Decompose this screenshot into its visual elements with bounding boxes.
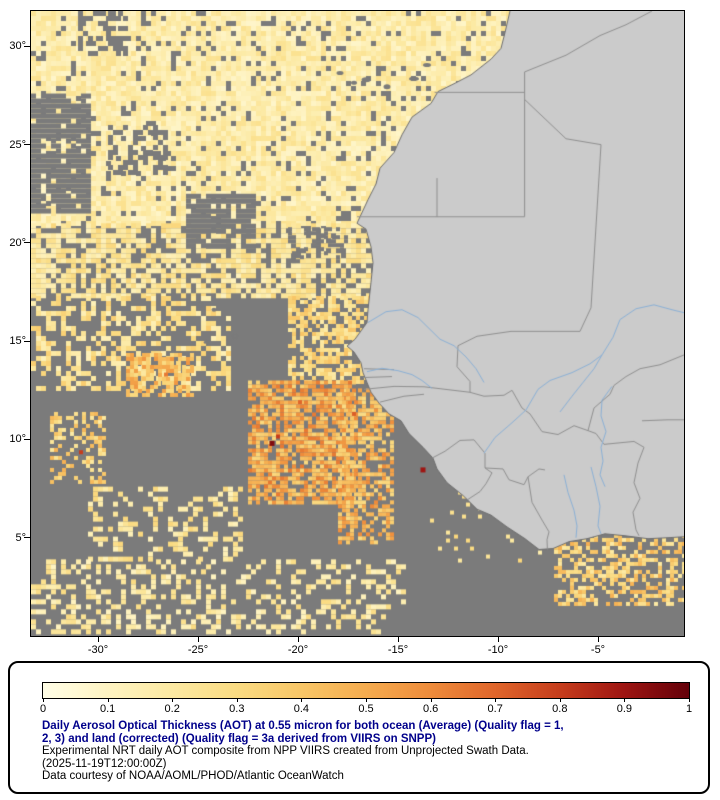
lon-tick-label: -5° [590,644,606,656]
lon-tick [397,636,399,642]
lon-tick-label: -10° [487,644,509,656]
colorbar-tick [366,698,367,702]
colorbar-tick-label: 0 [39,703,47,715]
colorbar-tick [430,698,432,702]
lat-tick [24,438,30,440]
legend-caption: Daily Aerosol Optical Thickness (AOT) at… [42,720,692,783]
lon-tick [197,636,199,642]
colorbar-tick [301,698,303,702]
lat-tick [24,242,30,244]
legend-caption-bold-line: 2, 3) and land (corrected) (Quality flag… [42,732,436,745]
colorbar [42,682,690,699]
colorbar-tick [559,698,561,702]
lat-tick [24,340,30,342]
colorbar-tick-label: 0.1 [99,703,116,715]
lat-tick-label: 25° [9,138,26,151]
lat-tick [24,144,30,146]
lat-tick-label: 20° [9,236,26,249]
colorbar-tick [236,698,238,702]
lat-tick [24,537,30,539]
colorbar-tick-label: 0.8 [552,703,568,715]
lat-tick-label: 10° [9,433,26,446]
colorbar-tick-label: 0.9 [616,703,633,715]
legend-caption-info-line: Data courtesy of NOAA/AOML/PHOD/Atlantic… [42,770,344,782]
colorbar-tick-label: 1 [685,703,693,715]
legend-caption-info-line: Experimental NRT daily AOT composite fro… [42,745,529,757]
legend-caption-info-line: (2025-11-19T12:00:00Z) [42,757,167,770]
lon-tick-label: -20° [287,644,309,656]
colorbar-tick [689,698,690,702]
map-plot [30,10,685,637]
colorbar-tick [43,698,44,702]
colorbar-tick-label: 0.6 [422,703,439,715]
lat-tick-label: 15° [9,335,26,348]
colorbar-tick [107,698,109,702]
lat-tick-label: 30° [9,40,26,53]
lon-tick [597,636,599,642]
lon-tick-label: -30° [87,644,109,656]
colorbar-tick [624,698,626,702]
lon-tick-label: -25° [187,644,209,656]
colorbar-tick [495,698,497,702]
lat-tick-label: 5° [15,531,26,544]
legend-caption-bold-line: Daily Aerosol Optical Thickness (AOT) at… [42,720,564,732]
colorbar-tick-label: 0.4 [293,703,310,715]
colorbar-tick-label: 0.7 [487,703,503,715]
colorbar-tick-label: 0.3 [229,703,245,715]
colorbar-tick-label: 0.5 [358,703,374,715]
lon-tick [97,636,99,642]
lon-tick [497,636,499,642]
colorbar-tick-label: 0.2 [164,703,180,715]
map-canvas [31,11,684,636]
lat-tick [24,45,30,47]
legend-panel: 0 0.1 0.2 0.3 0.4 0.5 0.6 0.7 0.8 0.9 1 Daily Aero… [8,661,710,794]
colorbar-tick [172,698,174,702]
lon-tick-label: -15° [387,644,409,656]
lon-tick [297,636,299,642]
